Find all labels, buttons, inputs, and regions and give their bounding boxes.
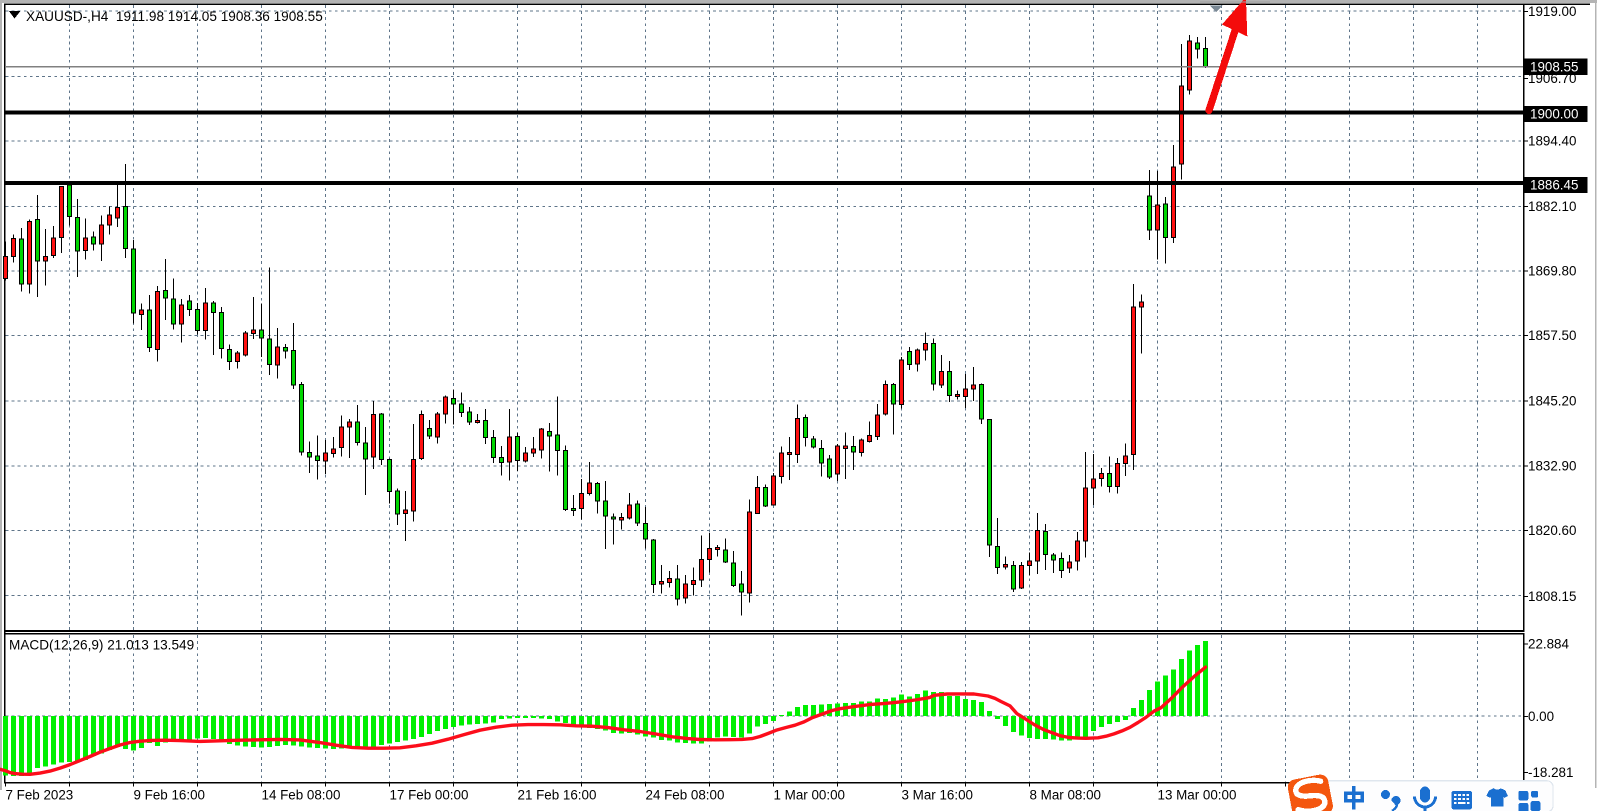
svg-text:1919.00: 1919.00 [1528, 4, 1576, 19]
svg-text:9 Feb 16:00: 9 Feb 16:00 [134, 787, 205, 802]
svg-text:3 Mar 16:00: 3 Mar 16:00 [902, 787, 973, 802]
svg-text:1908.55: 1908.55 [1530, 60, 1578, 75]
svg-text:1894.40: 1894.40 [1528, 134, 1576, 149]
svg-text:MACD(12,26,9) 21.013 13.549: MACD(12,26,9) 21.013 13.549 [9, 638, 194, 653]
svg-text:13 Mar 00:00: 13 Mar 00:00 [1158, 787, 1237, 802]
svg-text:24 Feb 08:00: 24 Feb 08:00 [646, 787, 725, 802]
svg-text:17 Feb 00:00: 17 Feb 00:00 [390, 787, 469, 802]
svg-text:1832.90: 1832.90 [1528, 459, 1576, 474]
svg-text:1886.45: 1886.45 [1530, 178, 1578, 193]
svg-text:1845.20: 1845.20 [1528, 394, 1576, 409]
svg-text:1808.15: 1808.15 [1528, 589, 1576, 604]
svg-text:7 Feb 2023: 7 Feb 2023 [6, 787, 74, 802]
svg-text:XAUUSD-,H4 1911.98 1914.05 19: XAUUSD-,H4 1911.98 1914.05 1908.36 1908.… [26, 9, 323, 24]
svg-text:1869.80: 1869.80 [1528, 264, 1576, 279]
svg-text:1857.50: 1857.50 [1528, 328, 1576, 343]
svg-text:21 Feb 16:00: 21 Feb 16:00 [518, 787, 597, 802]
svg-text:22.884: 22.884 [1528, 637, 1570, 652]
svg-text:14 Feb 08:00: 14 Feb 08:00 [262, 787, 341, 802]
svg-text:1900.00: 1900.00 [1530, 107, 1578, 122]
svg-text:8 Mar 08:00: 8 Mar 08:00 [1030, 787, 1101, 802]
svg-text:0.00: 0.00 [1528, 709, 1554, 724]
svg-text:1882.10: 1882.10 [1528, 199, 1576, 214]
svg-text:1 Mar 00:00: 1 Mar 00:00 [774, 787, 845, 802]
svg-text:1820.60: 1820.60 [1528, 523, 1576, 538]
svg-text:-18.281: -18.281 [1528, 765, 1573, 780]
